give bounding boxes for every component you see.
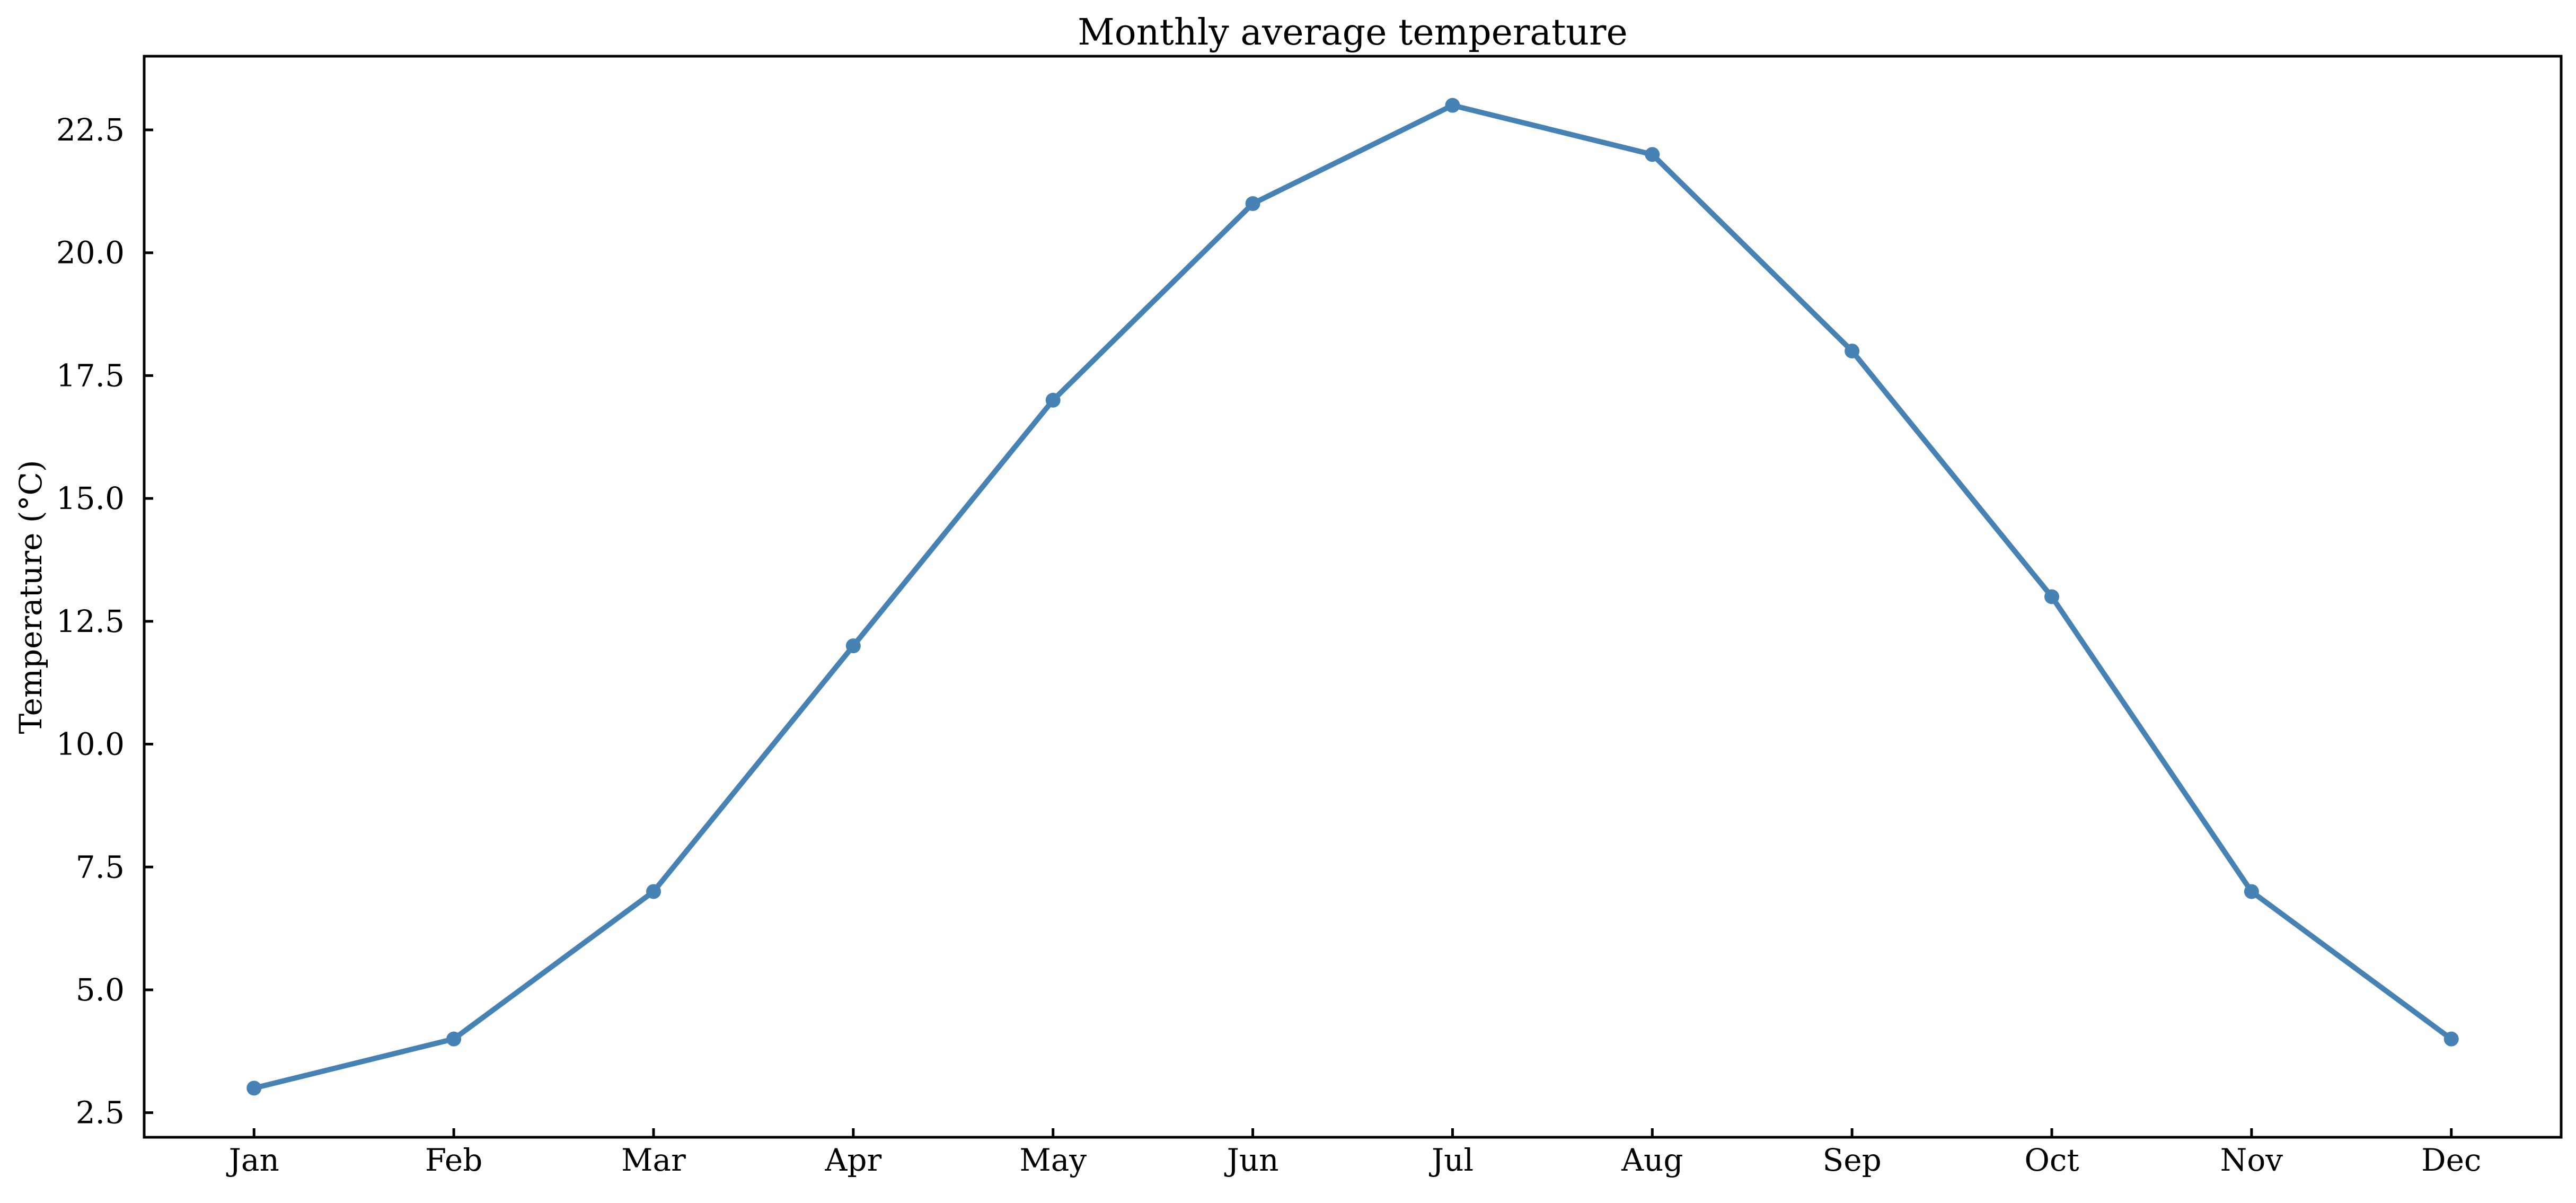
y-tick-label-17.5: 17.5 [56,357,125,393]
y-tick-label-10.0: 10.0 [56,726,125,762]
y-tick-label-2.5: 2.5 [76,1095,125,1131]
data-point-jul [1445,98,1460,113]
data-point-aug [1645,147,1660,162]
x-tick-label-nov: Nov [2220,1142,2283,1178]
data-point-feb [446,1031,462,1047]
data-point-mar [646,884,661,899]
data-point-apr [845,638,861,654]
data-point-may [1045,392,1061,408]
x-tick-label-dec: Dec [2421,1142,2481,1178]
y-tick-label-12.5: 12.5 [56,603,125,639]
data-point-jan [246,1081,262,1096]
x-tick-label-feb: Feb [425,1142,483,1178]
y-tick-label-7.5: 7.5 [76,849,125,885]
data-point-nov [2244,884,2259,899]
x-tick-label-mar: Mar [621,1142,686,1178]
data-point-dec [2443,1031,2459,1047]
x-tick-label-jul: Jul [1429,1142,1474,1178]
y-tick-label-22.5: 22.5 [56,112,125,148]
x-tick-label-sep: Sep [1823,1142,1882,1178]
x-tick-label-aug: Aug [1621,1142,1683,1178]
data-point-jun [1245,196,1260,212]
y-axis-label: Temperature (°C) [13,460,49,734]
x-tick-label-jan: Jan [226,1142,279,1178]
x-tick-label-may: May [1019,1142,1087,1178]
data-point-sep [1845,344,1860,359]
y-tick-label-5.0: 5.0 [76,972,125,1008]
x-tick-label-apr: Apr [824,1142,881,1178]
plot-area-frame [143,55,2563,1139]
x-tick-label-oct: Oct [2024,1142,2079,1178]
x-tick-label-jun: Jun [1224,1142,1279,1178]
chart-title: Monthly average temperature [1078,12,1628,54]
data-point-oct [2044,589,2060,604]
temperature-line [251,102,2454,1091]
y-tick-label-15.0: 15.0 [56,480,125,516]
y-tick-label-20.0: 20.0 [56,235,125,271]
